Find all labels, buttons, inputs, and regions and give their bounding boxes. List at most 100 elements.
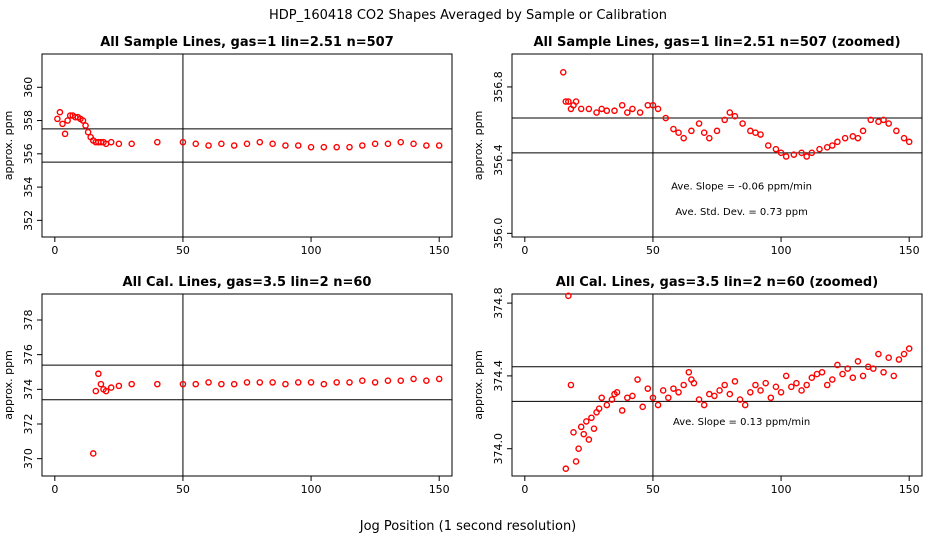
data-point bbox=[880, 116, 887, 124]
data-point bbox=[747, 388, 754, 396]
plot-frame bbox=[511, 293, 923, 477]
y-tick-label: 374 bbox=[22, 379, 35, 400]
data-point bbox=[747, 127, 754, 135]
data-point bbox=[56, 108, 64, 116]
x-tick-label: 100 bbox=[301, 244, 322, 257]
data-point bbox=[575, 445, 582, 453]
annotation-text: Ave. Std. Dev. = 0.73 ppm bbox=[675, 207, 807, 218]
data-point bbox=[256, 379, 264, 386]
data-point bbox=[721, 116, 728, 124]
data-point bbox=[565, 292, 572, 300]
data-point bbox=[680, 134, 687, 142]
y-tick-label: 374.0 bbox=[492, 433, 505, 465]
y-tick-label: 376 bbox=[22, 344, 35, 365]
y-tick-label: 356.8 bbox=[492, 71, 505, 103]
data-point bbox=[731, 112, 739, 120]
y-tick-label: 356.4 bbox=[492, 144, 505, 176]
data-point bbox=[243, 379, 251, 386]
data-point bbox=[618, 407, 626, 414]
data-point bbox=[713, 127, 721, 135]
data-point bbox=[680, 381, 687, 389]
data-point bbox=[230, 380, 238, 388]
y-tick-label: 370 bbox=[22, 448, 35, 469]
data-point bbox=[565, 98, 572, 105]
data-point bbox=[192, 140, 200, 148]
data-point bbox=[726, 109, 734, 116]
data-point bbox=[624, 394, 631, 402]
data-point bbox=[82, 122, 89, 129]
data-point bbox=[688, 127, 695, 135]
y-tick-label: 374.4 bbox=[492, 360, 505, 392]
data-point bbox=[859, 372, 867, 380]
data-point bbox=[154, 380, 161, 388]
data-point bbox=[818, 368, 826, 376]
x-tick-label: 150 bbox=[429, 483, 450, 496]
data-point bbox=[97, 380, 105, 388]
data-point bbox=[562, 465, 570, 473]
data-point bbox=[900, 134, 908, 142]
data-point bbox=[711, 392, 718, 400]
x-tick-label: 150 bbox=[899, 244, 920, 257]
data-point bbox=[762, 379, 769, 387]
data-point bbox=[854, 358, 862, 365]
data-point bbox=[649, 101, 657, 109]
data-point bbox=[649, 394, 657, 402]
data-point bbox=[588, 414, 595, 422]
data-point bbox=[61, 130, 69, 138]
x-tick-label: 100 bbox=[771, 483, 792, 496]
data-point bbox=[798, 149, 805, 157]
data-point bbox=[905, 345, 913, 352]
data-point bbox=[644, 385, 652, 392]
data-point bbox=[752, 381, 759, 389]
panel-title: All Cal. Lines, gas=3.5 lin=2 n=60 (zoom… bbox=[556, 275, 878, 290]
data-point bbox=[320, 380, 328, 388]
data-point bbox=[793, 379, 800, 387]
data-point bbox=[371, 140, 379, 148]
data-point bbox=[764, 142, 772, 149]
data-point bbox=[333, 143, 340, 151]
data-point bbox=[294, 142, 302, 149]
data-point bbox=[823, 381, 831, 389]
data-point bbox=[559, 69, 567, 76]
data-point bbox=[772, 383, 780, 391]
x-tick-label: 0 bbox=[521, 483, 528, 496]
x-tick-label: 100 bbox=[771, 244, 792, 257]
data-point bbox=[670, 125, 677, 133]
data-point bbox=[205, 142, 212, 149]
data-point bbox=[659, 387, 667, 394]
data-point bbox=[813, 370, 821, 378]
data-point bbox=[585, 436, 593, 443]
data-point bbox=[777, 149, 785, 157]
data-point bbox=[654, 105, 662, 113]
data-point bbox=[870, 365, 877, 372]
data-point bbox=[757, 387, 764, 394]
data-point bbox=[777, 388, 785, 396]
annotation-text: Ave. Slope = -0.06 ppm/min bbox=[671, 181, 812, 192]
data-point bbox=[644, 101, 652, 109]
data-point bbox=[107, 138, 115, 146]
data-point bbox=[905, 138, 913, 146]
data-point bbox=[603, 107, 611, 115]
data-point bbox=[841, 134, 849, 142]
x-tick-label: 150 bbox=[429, 244, 450, 257]
data-point bbox=[731, 378, 739, 385]
data-point bbox=[885, 354, 892, 362]
data-point bbox=[320, 143, 328, 151]
y-tick-label: 372 bbox=[22, 414, 35, 435]
y-tick-label: 358 bbox=[22, 110, 35, 131]
data-point bbox=[634, 376, 641, 383]
plot-frame bbox=[41, 293, 453, 477]
y-tick-label: 360 bbox=[22, 77, 35, 98]
data-point bbox=[359, 377, 366, 384]
data-point bbox=[788, 383, 795, 391]
data-point bbox=[706, 390, 713, 398]
data-point bbox=[726, 390, 734, 398]
plot-frame bbox=[41, 53, 453, 238]
data-point bbox=[583, 418, 590, 425]
data-point bbox=[282, 380, 289, 388]
data-point bbox=[59, 120, 66, 128]
data-point bbox=[839, 370, 846, 378]
data-point bbox=[333, 379, 340, 386]
data-point bbox=[128, 140, 135, 148]
x-tick-label: 100 bbox=[301, 483, 322, 496]
